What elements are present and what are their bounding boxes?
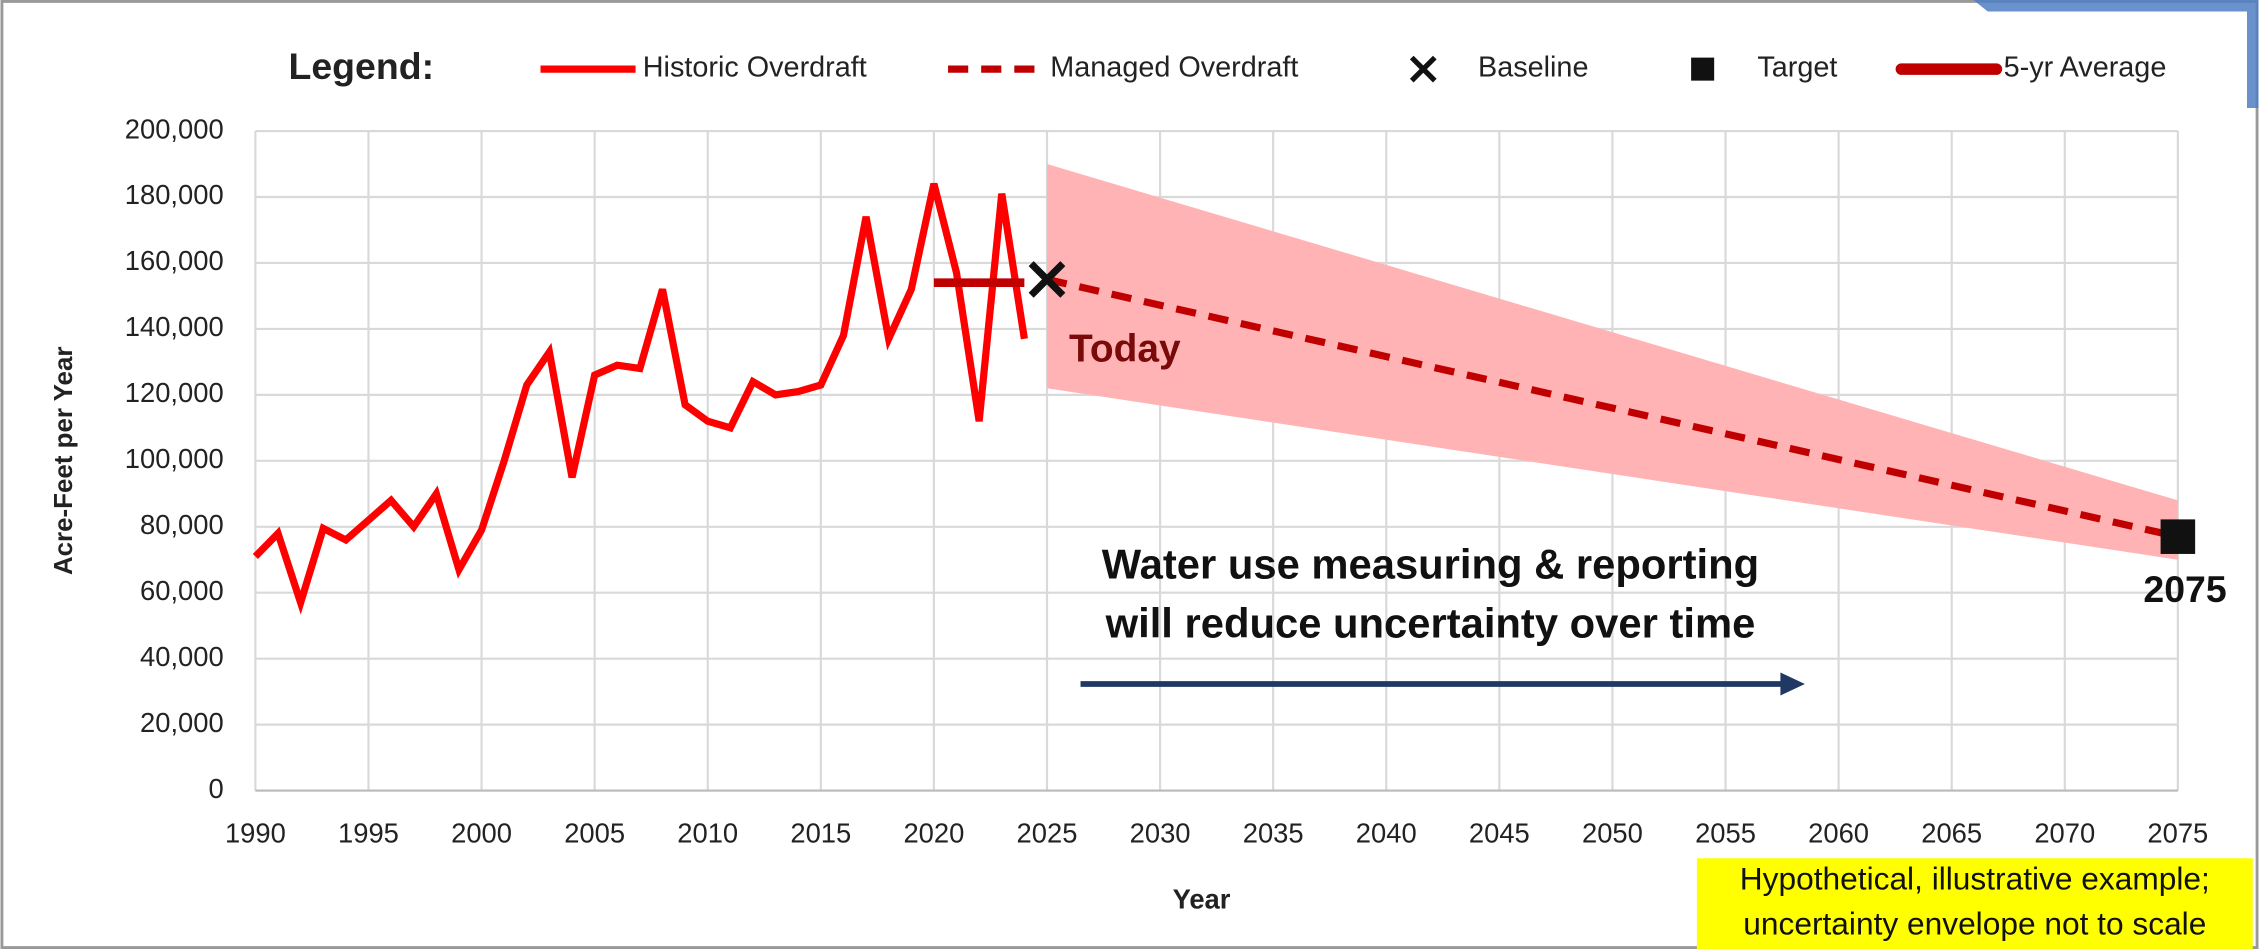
legend-label: Baseline — [1478, 52, 1588, 84]
x-tick-label: 2070 — [2034, 817, 2095, 848]
x-tick-label: 2060 — [1808, 817, 1869, 848]
annotation-note: will reduce uncertainty over time — [1105, 599, 1756, 646]
x-axis-label: Year — [1173, 884, 1231, 915]
y-axis-label: Acre-Feet per Year — [50, 347, 78, 575]
y-tick-label: 60,000 — [140, 575, 224, 606]
y-tick-label: 160,000 — [125, 245, 224, 276]
y-tick-label: 100,000 — [125, 443, 224, 474]
series-line — [252, 182, 1028, 615]
x-tick-label: 1995 — [338, 817, 399, 848]
y-tick-label: 200,000 — [125, 113, 224, 144]
x-tick-label: 2025 — [1017, 817, 1078, 848]
x-tick-label: 2035 — [1243, 817, 1304, 848]
annotation-target-year: 2075 — [2143, 568, 2226, 610]
disclaimer-text: Hypothetical, illustrative example; — [1740, 861, 2210, 897]
series-marker — [1028, 261, 1066, 298]
annotation-today: Today — [1069, 328, 1181, 371]
x-tick-label: 2040 — [1356, 817, 1417, 848]
legend-label: Managed Overdraft — [1050, 52, 1298, 84]
y-tick-label: 180,000 — [125, 179, 224, 210]
y-tick-label: 0 — [208, 773, 223, 804]
annotation-note: Water use measuring & reporting — [1102, 540, 1759, 587]
uncertainty-envelope — [1046, 164, 2178, 560]
series-marker — [2160, 519, 2196, 554]
x-tick-label: 2055 — [1695, 817, 1756, 848]
y-tick-label: 40,000 — [140, 641, 224, 672]
x-tick-label: 2015 — [790, 817, 851, 848]
series-line — [1046, 275, 2179, 541]
y-tick-label: 80,000 — [140, 509, 224, 540]
y-tick-label: 120,000 — [125, 377, 224, 408]
legend-title: Legend: — [289, 45, 435, 87]
y-tick-label: 20,000 — [140, 707, 224, 738]
legend-label: Historic Overdraft — [643, 52, 867, 84]
legend-label: 5-yr Average — [2004, 52, 2167, 84]
window-decoration — [835, 0, 2259, 109]
disclaimer-box — [1696, 858, 2253, 949]
x-tick-label: 2050 — [1582, 817, 1643, 848]
x-tick-label: 2030 — [1130, 817, 1191, 848]
x-tick-label: 2005 — [564, 817, 625, 848]
x-tick-label: 2045 — [1469, 817, 1530, 848]
x-tick-label: 2020 — [903, 817, 964, 848]
x-tick-label: 2065 — [1921, 817, 1982, 848]
x-tick-label: 2075 — [2147, 817, 2208, 848]
x-tick-label: 2000 — [451, 817, 512, 848]
legend-swatch — [1409, 55, 1437, 83]
x-tick-label: 1990 — [225, 817, 286, 848]
legend-swatch — [1691, 57, 1715, 81]
disclaimer-text: uncertainty envelope not to scale — [1743, 905, 2206, 941]
y-tick-label: 140,000 — [125, 311, 224, 342]
arrow-head — [1780, 672, 1805, 696]
x-tick-label: 2010 — [677, 817, 738, 848]
legend-label: Target — [1757, 52, 1837, 84]
